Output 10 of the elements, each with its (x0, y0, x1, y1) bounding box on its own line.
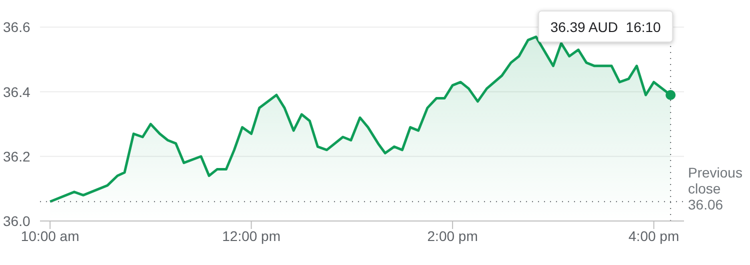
y-tick-label: 36.2 (3, 148, 30, 164)
ref-line-label: Previous close 36.06 (688, 164, 742, 213)
y-tick-label: 36.4 (3, 84, 30, 100)
x-tick-label: 4:00 pm (628, 228, 680, 244)
x-tick-label: 12:00 pm (222, 228, 280, 244)
ref-line-label: 36.39 AUD 16:10 (550, 19, 662, 35)
y-tick-label: 36.0 (3, 213, 30, 229)
x-tick-label: 2:00 pm (427, 228, 478, 244)
x-tick-label: 10:00 am (20, 228, 80, 244)
y-tick-label: 36.6 (3, 19, 30, 36)
